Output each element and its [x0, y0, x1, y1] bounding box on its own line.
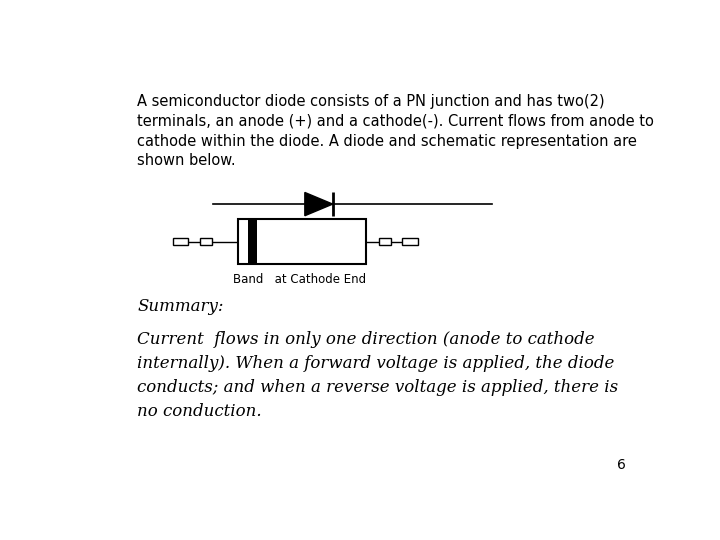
- FancyBboxPatch shape: [173, 238, 188, 245]
- Text: Summary:: Summary:: [138, 298, 224, 315]
- FancyBboxPatch shape: [402, 238, 418, 245]
- Bar: [238, 219, 366, 265]
- Text: A semiconductor diode consists of a PN junction and has two(2)
terminals, an ano: A semiconductor diode consists of a PN j…: [138, 94, 654, 168]
- Bar: [248, 219, 257, 265]
- Polygon shape: [305, 192, 333, 216]
- Text: Band   at Cathode End: Band at Cathode End: [233, 273, 366, 286]
- Text: 6: 6: [617, 458, 626, 472]
- FancyBboxPatch shape: [379, 238, 392, 245]
- Text: Current  flows in only one direction (anode to cathode
internally). When a forwa: Current flows in only one direction (ano…: [138, 331, 618, 420]
- FancyBboxPatch shape: [200, 238, 212, 245]
